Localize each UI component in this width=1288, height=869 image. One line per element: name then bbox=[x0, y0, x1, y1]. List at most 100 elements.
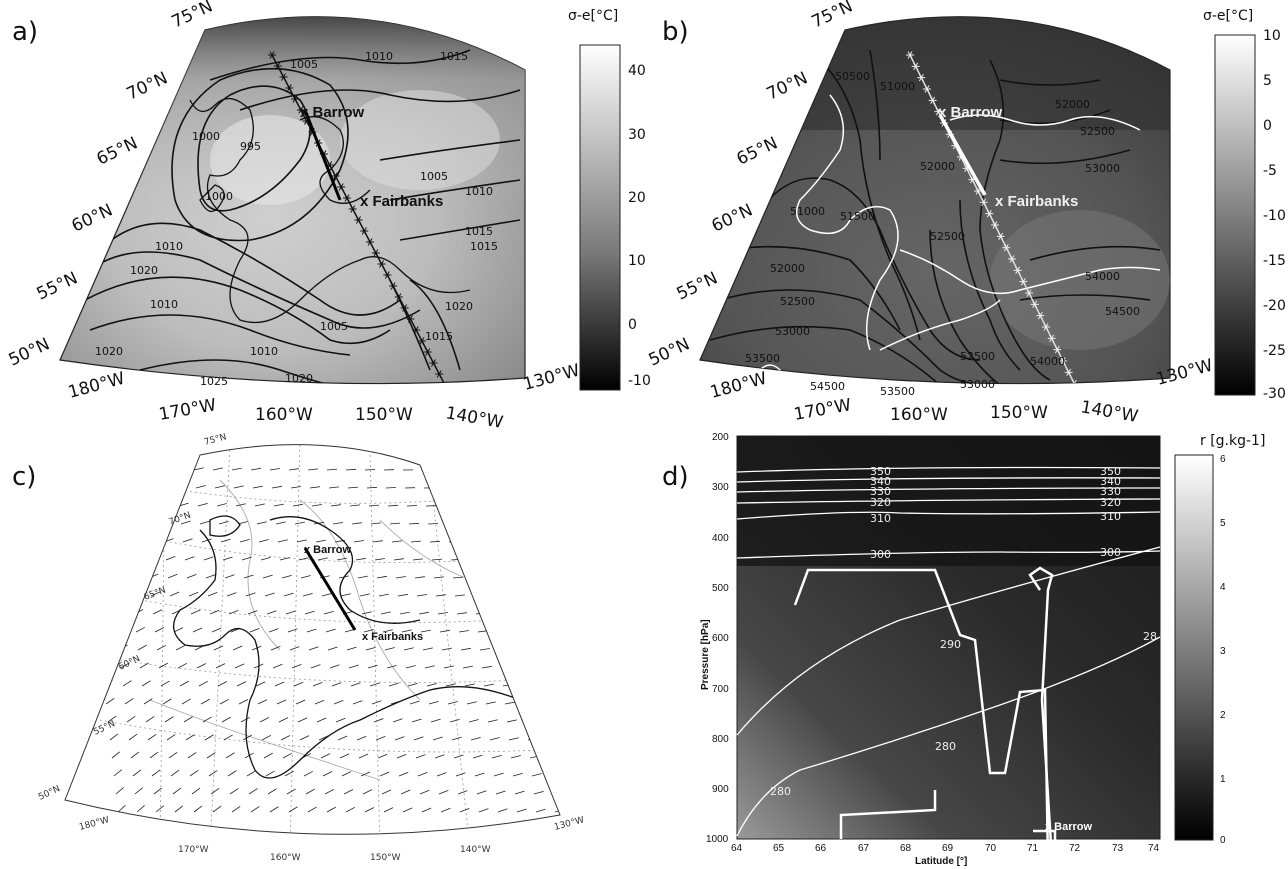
x-tick: 67 bbox=[858, 843, 870, 854]
wind-vector bbox=[538, 666, 549, 669]
theta-label: 340 bbox=[870, 475, 891, 488]
colorbar-a-bar bbox=[579, 44, 621, 391]
wind-vector bbox=[559, 684, 560, 687]
wind-vector bbox=[369, 682, 380, 687]
wind-vector bbox=[196, 663, 207, 669]
x-tick: 69 bbox=[942, 843, 954, 854]
wind-vector bbox=[498, 648, 509, 651]
wind-vector bbox=[476, 790, 487, 795]
wind-vector bbox=[374, 558, 385, 561]
wind-vector bbox=[518, 487, 529, 490]
wind-vector bbox=[468, 719, 479, 723]
wind-vector bbox=[295, 699, 306, 705]
contour-label: 1020 bbox=[285, 372, 313, 385]
wind-vector bbox=[380, 611, 391, 615]
y-tick: 500 bbox=[712, 583, 729, 594]
lat-label-75n: 75°N bbox=[203, 432, 228, 448]
track-marker bbox=[1066, 368, 1072, 377]
wind-vector bbox=[516, 808, 527, 813]
wind-vector bbox=[537, 487, 548, 490]
contour-label: 54000 bbox=[1085, 270, 1120, 283]
track-marker bbox=[1037, 311, 1043, 320]
wind-vector bbox=[102, 502, 113, 507]
wind-vector bbox=[312, 682, 323, 687]
wind-vector bbox=[124, 698, 134, 705]
wind-vector bbox=[323, 610, 334, 615]
x-tick: 74 bbox=[1148, 843, 1160, 854]
track-marker bbox=[281, 73, 286, 81]
wind-vector bbox=[142, 520, 153, 525]
lat-label-65n: 65°N bbox=[94, 133, 141, 169]
wind-vector bbox=[492, 594, 504, 597]
wind-vector bbox=[106, 537, 117, 543]
wind-vector bbox=[235, 503, 246, 507]
lon-label-150w: 150°W bbox=[990, 403, 1048, 423]
wind-vector bbox=[117, 466, 128, 471]
wind-vector bbox=[376, 575, 387, 579]
wind-vector bbox=[93, 590, 104, 597]
contour-label: 1010 bbox=[250, 345, 278, 358]
wind-vector bbox=[174, 805, 184, 813]
contour-label: 1015 bbox=[440, 50, 468, 63]
wind-vector bbox=[123, 520, 134, 525]
wind-vector bbox=[255, 681, 266, 687]
lon-label-160w: 160°W bbox=[255, 405, 313, 425]
wind-vector bbox=[440, 807, 451, 813]
panel-c: c) bbox=[12, 432, 597, 863]
wind-vector bbox=[477, 630, 488, 633]
y-tick: 200 bbox=[712, 432, 729, 443]
wind-vector bbox=[370, 522, 381, 525]
wind-vector bbox=[101, 662, 111, 669]
wind-vector bbox=[359, 593, 370, 597]
wind-vector bbox=[99, 644, 109, 651]
wind-vector bbox=[558, 505, 560, 508]
wind-vector bbox=[136, 805, 145, 813]
wind-vector bbox=[216, 503, 227, 507]
wind-vector bbox=[405, 665, 416, 669]
wind-vector bbox=[366, 486, 378, 489]
contour-label: 1010 bbox=[155, 240, 183, 253]
wind-vector bbox=[152, 609, 163, 615]
colorbar-a-tick: 20 bbox=[628, 190, 646, 206]
wind-vector bbox=[531, 773, 542, 777]
wind-vector bbox=[489, 737, 500, 741]
track-marker bbox=[1003, 243, 1009, 252]
colorbar-b-title: σ-e[°C] bbox=[1203, 8, 1253, 24]
wind-vector bbox=[257, 699, 268, 705]
wind-vector bbox=[299, 735, 310, 741]
colorbar-a-tick: 30 bbox=[628, 127, 646, 143]
wind-vector bbox=[271, 485, 282, 489]
panel-b-map: 50500 51000 52000 52500 53000 51000 5150… bbox=[699, 16, 1171, 398]
wind-vector bbox=[336, 557, 347, 561]
wind-vector bbox=[288, 806, 298, 813]
y-tick: 300 bbox=[712, 482, 729, 493]
wind-vector bbox=[304, 610, 315, 615]
contour-label: 52500 bbox=[1080, 125, 1115, 138]
wind-vector bbox=[115, 787, 124, 795]
track-marker bbox=[981, 198, 987, 207]
wind-vector bbox=[562, 703, 572, 704]
wind-vector bbox=[437, 612, 448, 615]
wind-vector bbox=[387, 504, 399, 507]
wind-vector bbox=[401, 629, 412, 633]
wind-vector bbox=[345, 468, 357, 471]
y-tick: 900 bbox=[712, 784, 729, 795]
wind-vector bbox=[535, 469, 546, 472]
wind-vector bbox=[362, 789, 373, 795]
wind-vector bbox=[296, 539, 307, 543]
wind-vector bbox=[179, 680, 189, 687]
wind-vector bbox=[162, 698, 172, 705]
wind-vector bbox=[587, 756, 597, 758]
wind-vector bbox=[105, 697, 115, 705]
wind-vector bbox=[410, 540, 421, 543]
wind-vector bbox=[445, 683, 456, 687]
wind-vector bbox=[345, 806, 356, 813]
colorbar-d-tick: 3 bbox=[1220, 646, 1226, 657]
panel-d: d) 350 3 bbox=[662, 432, 1265, 867]
wind-vector bbox=[174, 467, 185, 471]
wind-vector bbox=[344, 628, 355, 633]
wind-vector bbox=[300, 575, 311, 579]
wind-vector bbox=[422, 647, 433, 651]
wind-vector bbox=[141, 680, 151, 687]
